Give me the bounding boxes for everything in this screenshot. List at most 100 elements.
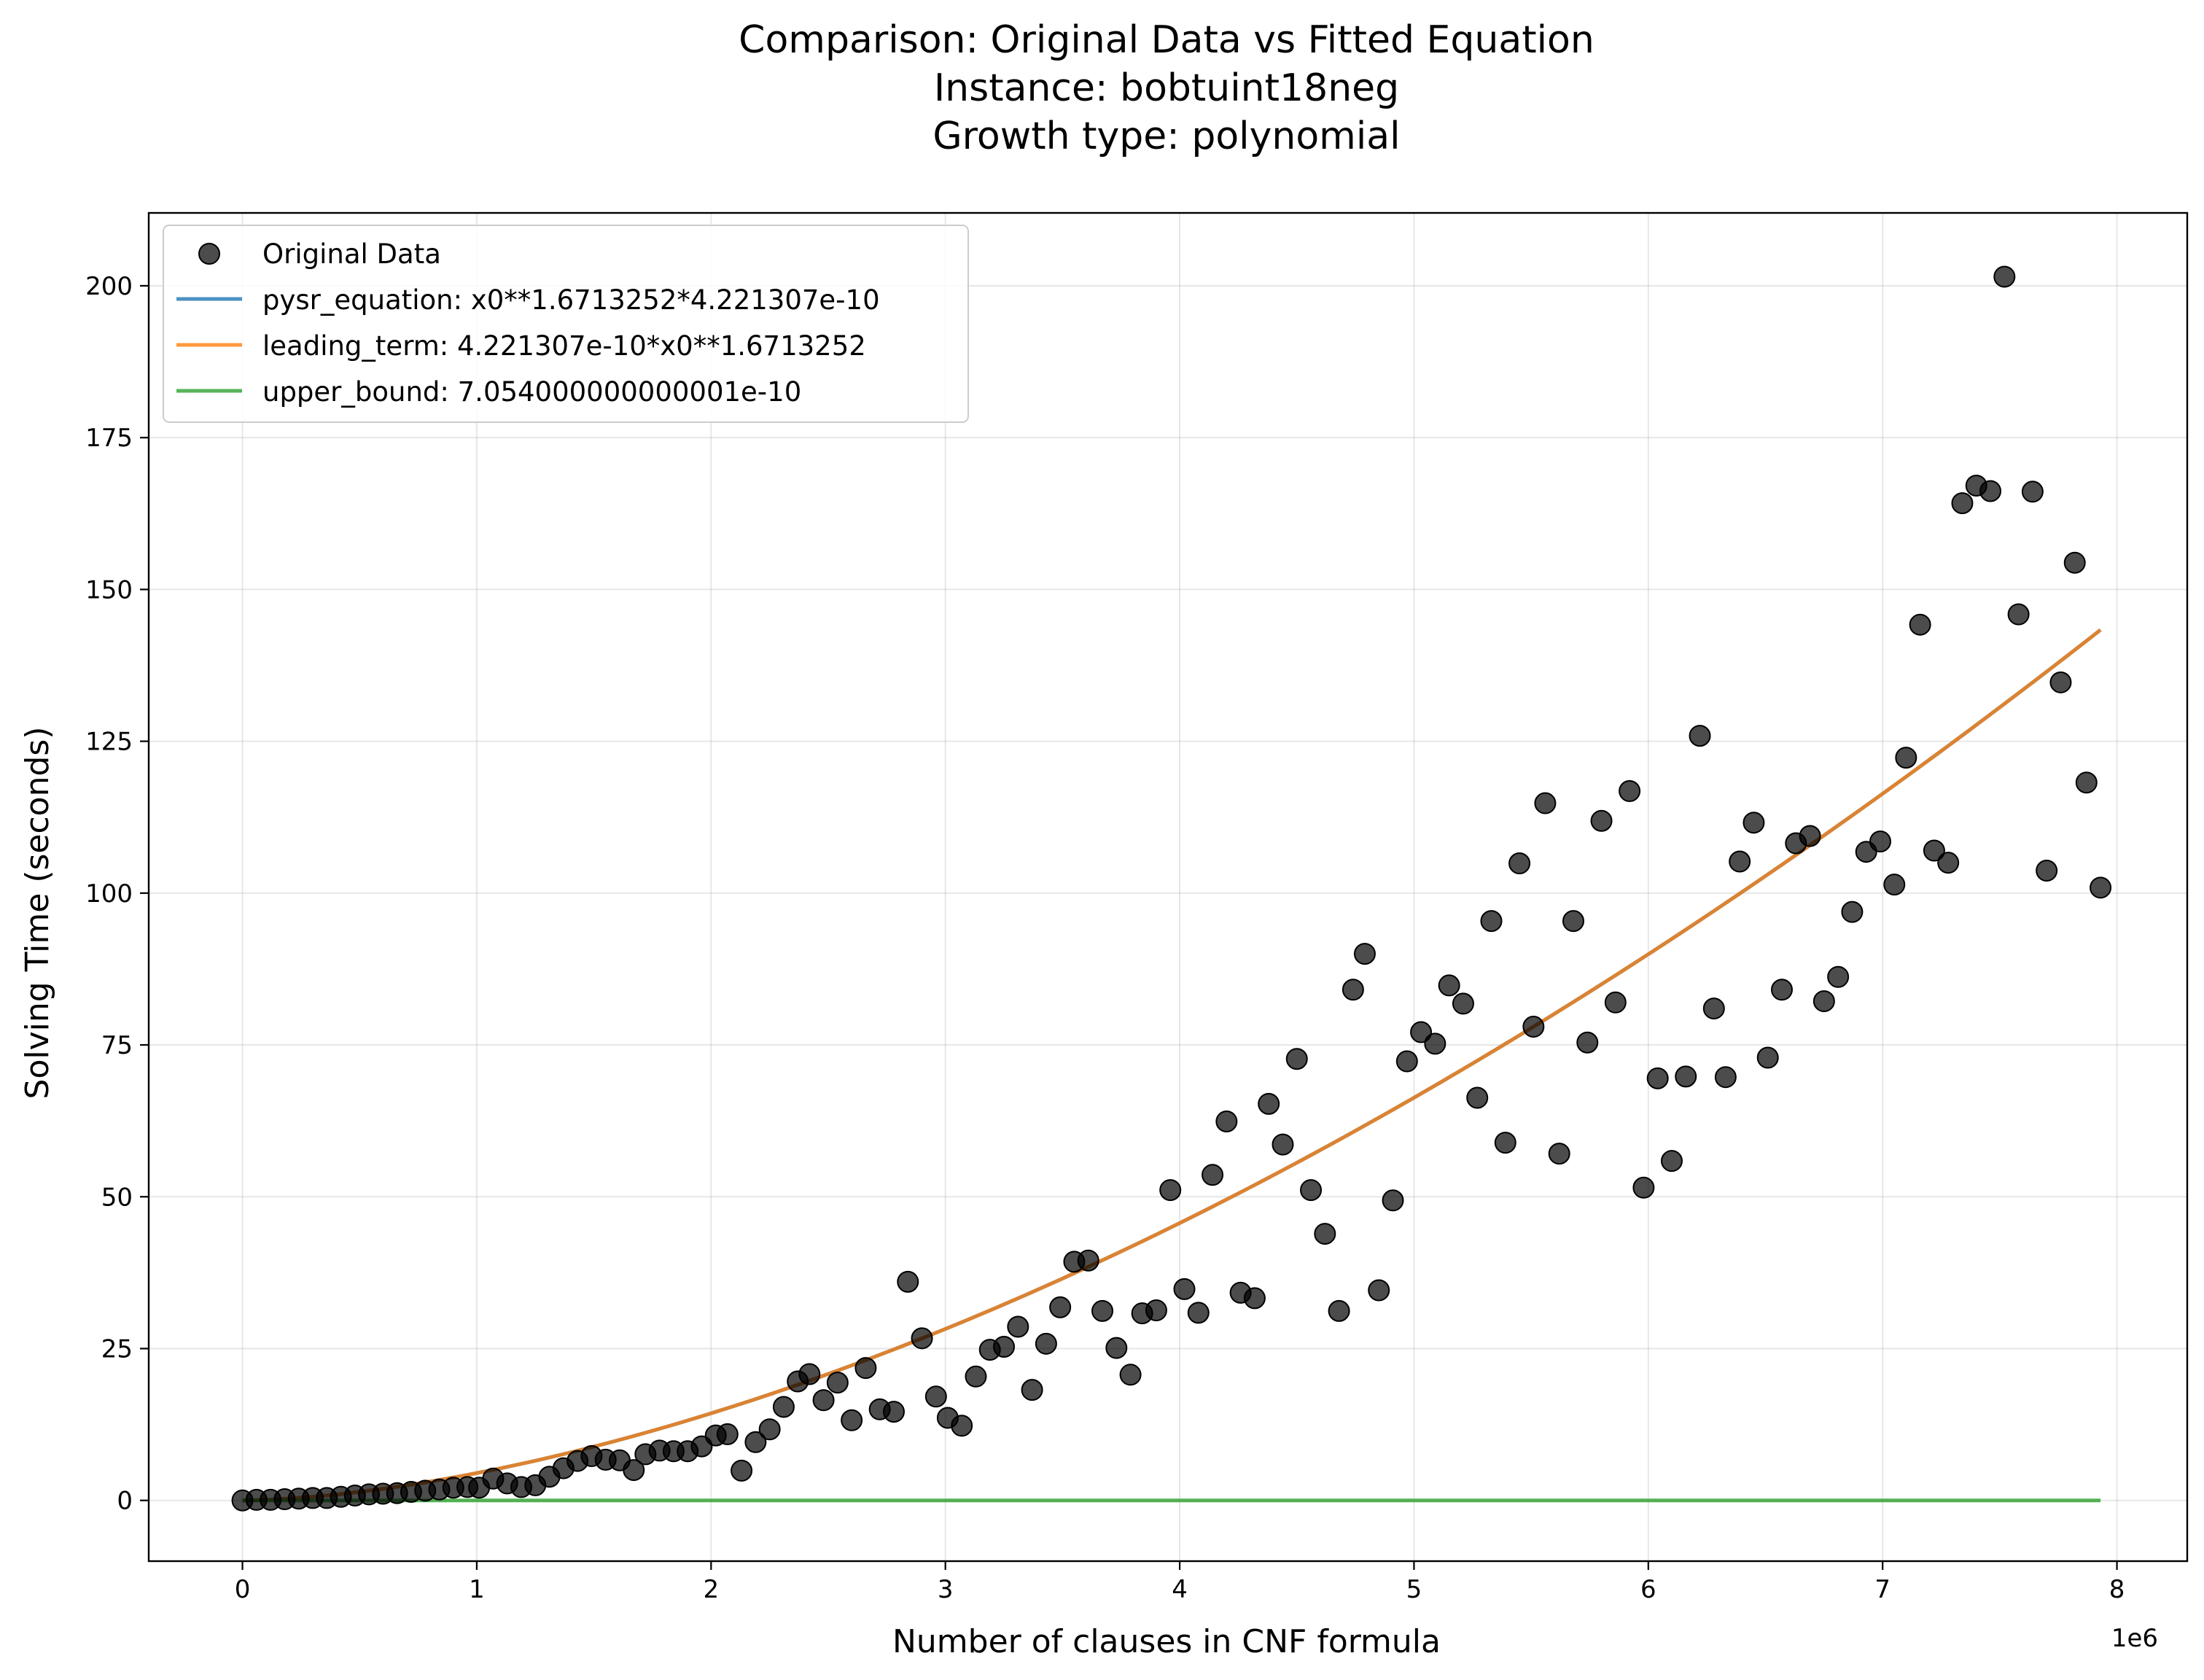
data-point	[1272, 1133, 1294, 1156]
data-point	[1689, 725, 1711, 747]
data-point	[1646, 1067, 1669, 1089]
data-point	[1812, 990, 1835, 1013]
data-point	[951, 1415, 973, 1437]
data-point	[1714, 1066, 1737, 1089]
data-point	[1895, 747, 1917, 769]
data-point	[1923, 839, 1945, 862]
data-point	[1548, 1143, 1570, 1165]
data-point	[1382, 1189, 1404, 1212]
data-point	[993, 1335, 1016, 1358]
data-point	[1590, 809, 1613, 832]
data-point	[1021, 1379, 1043, 1401]
data-point	[1951, 492, 1974, 515]
data-point	[1619, 779, 1641, 802]
data-point	[1480, 910, 1503, 933]
legend-label-original-data: Original Data	[262, 238, 441, 270]
data-point	[1675, 1065, 1697, 1088]
data-point	[1534, 792, 1557, 814]
x-tick-label: 4	[1172, 1575, 1188, 1604]
data-point	[1119, 1364, 1142, 1386]
data-point	[1883, 874, 1906, 896]
data-point	[1258, 1092, 1280, 1115]
data-point	[1438, 974, 1460, 997]
y-tick-label: 175	[85, 424, 133, 453]
y-tick-label: 100	[85, 879, 133, 909]
legend-marker-original-data	[198, 243, 220, 265]
x-tick-label: 3	[938, 1575, 954, 1604]
data-point	[1993, 265, 2016, 288]
x-axis-label: Number of clauses in CNF formula	[892, 1623, 1441, 1660]
legend-label-leading-term: leading_term: 4.221307e-10*x0**1.6713252	[262, 330, 866, 362]
y-tick-label: 125	[85, 728, 133, 757]
data-point	[1576, 1031, 1599, 1054]
x-axis-offset-text: 1e6	[2111, 1624, 2158, 1653]
data-point	[1368, 1279, 1390, 1302]
data-point	[1841, 901, 1864, 923]
data-point	[731, 1459, 753, 1482]
data-point	[1285, 1048, 1308, 1070]
data-point	[2049, 671, 2072, 693]
data-point	[758, 1418, 781, 1441]
title-line-2: Instance: bobtuint18neg	[934, 66, 1399, 110]
x-tick-label: 7	[1874, 1575, 1890, 1604]
data-point	[1869, 831, 1891, 853]
data-point	[854, 1357, 877, 1380]
data-point	[1215, 1110, 1238, 1132]
y-axis-label: Solving Time (seconds)	[19, 727, 56, 1100]
chart-title: Comparison: Original Data vs Fitted Equa…	[739, 18, 1594, 158]
y-tick-label: 75	[101, 1031, 133, 1060]
data-point	[1508, 852, 1531, 875]
series-lines	[242, 628, 2102, 1503]
data-point	[1702, 998, 1725, 1020]
data-point	[1202, 1164, 1224, 1186]
data-point	[772, 1396, 795, 1418]
data-point	[1353, 943, 1376, 965]
data-point	[1049, 1296, 1072, 1318]
data-point	[2075, 771, 2098, 794]
data-point	[1395, 1050, 1418, 1073]
data-point	[1145, 1299, 1167, 1322]
y-tick-label: 0	[117, 1487, 133, 1516]
data-point	[1159, 1179, 1182, 1202]
y-axis-ticks: 0 25 50 75 100 125 150 175 200	[85, 272, 149, 1516]
legend: Original Data pysr_equation: x0**1.67132…	[163, 225, 969, 423]
data-point	[1187, 1302, 1210, 1324]
x-tick-label: 2	[703, 1575, 719, 1604]
data-point	[1742, 812, 1765, 834]
data-point	[1979, 480, 2002, 502]
data-point	[826, 1372, 849, 1394]
x-tick-label: 6	[1640, 1575, 1656, 1604]
x-tick-label: 8	[2109, 1575, 2125, 1604]
x-tick-label: 1	[469, 1575, 485, 1604]
data-point	[1452, 992, 1474, 1015]
data-point	[1909, 613, 1931, 636]
data-point	[812, 1389, 835, 1412]
x-tick-label: 5	[1406, 1575, 1422, 1604]
data-point	[2090, 876, 2112, 899]
data-point	[1660, 1150, 1683, 1172]
data-point	[1632, 1176, 1655, 1199]
data-point	[2007, 603, 2030, 626]
data-point	[882, 1401, 905, 1423]
title-line-1: Comparison: Original Data vs Fitted Equa…	[739, 18, 1594, 62]
data-point	[1342, 979, 1364, 1001]
data-point	[1494, 1132, 1516, 1154]
data-point	[1522, 1016, 1545, 1038]
data-point	[1604, 991, 1627, 1014]
data-point	[965, 1365, 987, 1388]
y-tick-label: 200	[85, 272, 133, 301]
data-point	[1466, 1086, 1489, 1109]
data-point	[1756, 1046, 1779, 1069]
data-point	[1314, 1223, 1336, 1245]
data-point	[1799, 825, 1821, 847]
data-point	[1328, 1299, 1350, 1322]
x-tick-label: 0	[235, 1575, 251, 1604]
data-point	[623, 1459, 645, 1482]
data-point	[744, 1431, 767, 1453]
plot-frame	[147, 211, 2189, 1563]
data-point	[1173, 1278, 1196, 1300]
data-point	[841, 1409, 863, 1431]
y-tick-label: 25	[101, 1334, 133, 1364]
data-point	[1937, 852, 1960, 874]
